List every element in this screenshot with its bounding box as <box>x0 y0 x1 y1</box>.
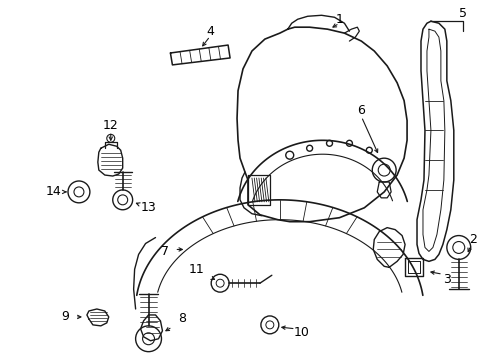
Text: 11: 11 <box>188 263 203 276</box>
Text: 3: 3 <box>442 273 450 286</box>
Text: 12: 12 <box>102 119 119 132</box>
Circle shape <box>113 190 132 210</box>
Circle shape <box>371 158 395 182</box>
Circle shape <box>106 134 115 142</box>
Text: 14: 14 <box>45 185 61 198</box>
Circle shape <box>68 181 90 203</box>
Text: 7: 7 <box>161 245 169 258</box>
Circle shape <box>261 316 278 334</box>
Text: 4: 4 <box>206 24 214 38</box>
Text: 6: 6 <box>357 104 365 117</box>
Text: 13: 13 <box>141 201 156 214</box>
Text: 9: 9 <box>61 310 69 323</box>
Text: 8: 8 <box>178 312 186 325</box>
Circle shape <box>135 326 161 352</box>
Circle shape <box>211 274 228 292</box>
Text: 1: 1 <box>335 13 343 26</box>
Text: 2: 2 <box>468 233 476 246</box>
Circle shape <box>446 235 470 260</box>
Text: 5: 5 <box>458 7 466 20</box>
Text: 10: 10 <box>293 326 309 339</box>
Circle shape <box>377 164 389 176</box>
